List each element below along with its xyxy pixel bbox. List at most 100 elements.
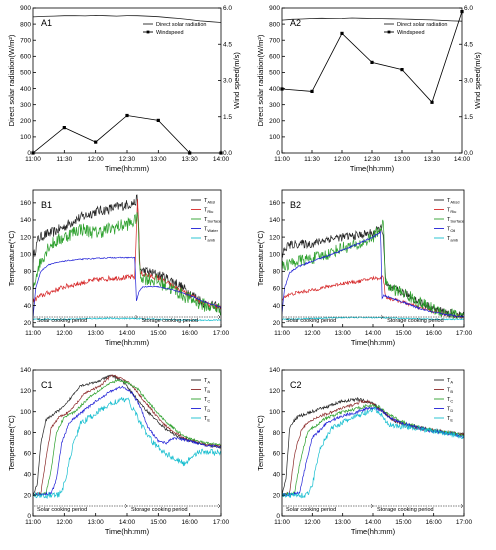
y-tick-label: 60 — [273, 451, 281, 458]
y-tick-label: 0 — [27, 150, 31, 157]
y-tick-label: 120 — [20, 234, 31, 241]
x-tick-label: 13:00 — [394, 156, 411, 163]
series-line-t-a — [282, 396, 464, 496]
legend-entry: TA — [447, 378, 453, 385]
y-tick-label: 140 — [20, 367, 31, 374]
x-tick-label: 14:00 — [365, 330, 382, 337]
series-line-t-amb — [33, 317, 221, 322]
legend-entry: TD — [204, 407, 210, 414]
legend-entry: TAbsd — [447, 198, 460, 205]
legend-entry: TC — [447, 397, 453, 404]
y-right-tick-label: 4.5 — [223, 41, 232, 48]
plot-frame — [32, 369, 222, 517]
legend-entry: Windspeed — [156, 30, 184, 36]
y-axis-label: Temperature(°C) — [256, 230, 265, 286]
data-point — [125, 113, 129, 118]
x-tick-label: 11:30 — [304, 156, 320, 163]
y-tick-label: 500 — [20, 70, 31, 77]
x-tick-label: 17:00 — [213, 519, 230, 526]
y-right-tick-label: 3.0 — [464, 78, 473, 85]
y-tick-label: 800 — [269, 21, 280, 28]
panel-label: A2 — [290, 18, 301, 28]
legend-entry: TB — [447, 388, 453, 395]
x-tick-label: 14:00 — [119, 330, 136, 337]
x-tick-label: 14:00 — [365, 519, 382, 526]
legend-entry: TC — [204, 397, 210, 404]
data-point — [156, 118, 160, 122]
period-arrow — [380, 314, 384, 320]
y-tick-label: 900 — [269, 5, 280, 12]
data-point — [62, 126, 66, 130]
data-point — [340, 31, 344, 35]
x-tick-label: 17:00 — [456, 519, 473, 526]
period-arrow — [124, 503, 128, 509]
y-axis-label: Temperature(°C) — [7, 230, 16, 286]
y-tick-label: 100 — [269, 251, 280, 258]
legend-entry: Direct solar radiation — [156, 22, 206, 28]
series-line-t-b — [33, 374, 221, 496]
x-tick-label: 13:30 — [424, 156, 441, 163]
y-right-tick-label: 6.0 — [464, 5, 473, 12]
storage-period-label: Storage cooking period — [131, 507, 188, 513]
legend-entry: TAbsl — [204, 198, 215, 205]
y-tick-label: 140 — [20, 217, 31, 224]
y-tick-label: 100 — [269, 409, 280, 416]
x-tick-label: 16:00 — [426, 330, 443, 337]
panel-label: A1 — [41, 18, 52, 28]
y-tick-label: 40 — [24, 471, 32, 478]
plot-frame — [32, 189, 222, 328]
period-arrow — [217, 503, 221, 509]
x-tick-label: 11:00 — [274, 519, 290, 526]
y-tick-label: 700 — [269, 37, 280, 44]
y-tick-label: 20 — [273, 492, 281, 499]
x-tick-label: 13:30 — [182, 156, 199, 163]
chart-a2: 11:00 11:30 12:00 12:30 13:00 13:30 14:00 0 100 2… — [256, 5, 482, 173]
x-tick-label: 11:00 — [25, 519, 41, 526]
y-axis-label: Temperature(°C) — [7, 415, 16, 471]
legend-entry: Windspeed — [397, 30, 425, 36]
series-line-t-riu — [33, 199, 221, 310]
x-tick-label: 13:00 — [88, 330, 105, 337]
x-axis-label: Time(hh:mm) — [105, 164, 150, 173]
x-axis-label: Time(hh:mm) — [351, 338, 396, 347]
storage-period-label: Storage cooking period — [377, 507, 434, 513]
data-point — [370, 60, 374, 64]
y-tick-label: 140 — [269, 367, 280, 374]
series-line-direct-solar-radiation — [33, 14, 221, 23]
data-point — [310, 89, 314, 93]
series-line-direct-solar-radiation — [282, 17, 462, 22]
y-tick-label: 0 — [276, 513, 280, 520]
series-line-t-absl — [33, 194, 221, 313]
y-tick-label: 60 — [24, 451, 32, 458]
x-tick-label: 15:00 — [150, 330, 167, 337]
x-tick-label: 13:00 — [88, 519, 105, 526]
y-right-tick-label: 6.0 — [223, 5, 232, 12]
period-arrow — [460, 503, 464, 509]
y-tick-label: 40 — [273, 471, 281, 478]
y-tick-label: 400 — [269, 86, 280, 93]
y-tick-label: 120 — [269, 234, 280, 241]
legend-entry: TB — [204, 388, 210, 395]
y-tick-label: 20 — [273, 320, 281, 327]
plot-frame — [281, 369, 465, 517]
series-line-t-surface — [282, 219, 464, 320]
y-tick-label: 200 — [269, 118, 280, 125]
x-tick-label: 17:00 — [213, 330, 230, 337]
y-tick-label: 300 — [20, 102, 31, 109]
series-line-t-a — [33, 374, 221, 497]
legend-entry: TSurface — [204, 217, 222, 224]
series-line-t-riu — [282, 275, 464, 319]
y-tick-label: 200 — [20, 118, 31, 125]
y-tick-label: 700 — [20, 37, 31, 44]
y-axis-label: Direct solar radiation(W/m²) — [256, 34, 265, 126]
y-right-tick-label: 4.5 — [464, 41, 473, 48]
x-tick-label: 12:00 — [56, 519, 73, 526]
series-line-t-c — [282, 403, 464, 498]
chart-c1: 11:00 12:00 13:00 14:00 15:00 16:00 17:00 0 20 40… — [7, 367, 230, 536]
x-tick-label: 16:00 — [182, 519, 199, 526]
chart-a1: 11:00 11:30 12:00 12:30 13:00 13:30 14:00 0 100 2… — [7, 5, 241, 173]
y-tick-label: 120 — [269, 388, 280, 395]
x-tick-label: 12:00 — [56, 330, 73, 337]
x-axis-label: Time(hh:mm) — [105, 527, 150, 536]
